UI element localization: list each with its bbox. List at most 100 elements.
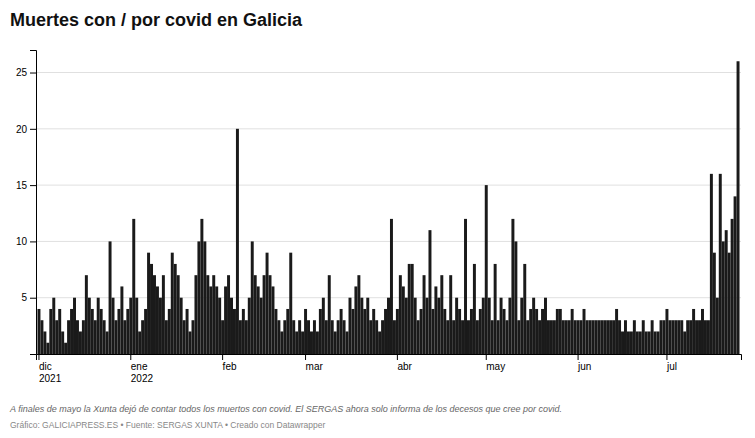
y-tick: 20 bbox=[16, 124, 36, 135]
bar bbox=[603, 320, 606, 354]
bar bbox=[482, 298, 485, 354]
bar bbox=[375, 320, 378, 354]
y-tick-label: 25 bbox=[16, 67, 28, 78]
bar bbox=[123, 320, 126, 354]
bar bbox=[461, 320, 464, 354]
bar bbox=[239, 320, 242, 354]
x-tick-label: dic2021 bbox=[39, 361, 62, 384]
bar bbox=[218, 298, 221, 354]
chart: Muertes con / por covid en Galicia510152… bbox=[0, 0, 755, 438]
x-tick-mark bbox=[38, 354, 39, 360]
bar bbox=[70, 309, 73, 354]
bar bbox=[627, 331, 630, 354]
bar bbox=[316, 331, 319, 354]
x-tick-label-line: 2021 bbox=[39, 373, 62, 384]
bar bbox=[257, 286, 260, 354]
bar bbox=[162, 275, 165, 354]
bar bbox=[215, 286, 218, 354]
bar bbox=[544, 298, 547, 354]
bar bbox=[378, 331, 381, 354]
bar bbox=[183, 320, 186, 354]
bar bbox=[366, 298, 369, 354]
x-tick-label: ene2022 bbox=[131, 361, 154, 384]
bar bbox=[458, 309, 461, 354]
bar bbox=[443, 309, 446, 354]
bar bbox=[304, 309, 307, 354]
y-tick: 10 bbox=[16, 236, 36, 247]
bar bbox=[91, 309, 94, 354]
grid-line bbox=[36, 128, 741, 129]
bar bbox=[58, 309, 61, 354]
bar bbox=[511, 219, 514, 354]
bar bbox=[517, 320, 520, 354]
bar bbox=[177, 275, 180, 354]
bar bbox=[194, 275, 197, 354]
bar bbox=[322, 298, 325, 354]
plot: 510152025dic2021ene2022febmarabrmayjunju… bbox=[16, 51, 742, 384]
y-tick: 5 bbox=[21, 292, 36, 303]
bar bbox=[43, 331, 46, 354]
bar bbox=[550, 320, 553, 354]
bar bbox=[695, 320, 698, 354]
bar bbox=[141, 320, 144, 354]
bar bbox=[476, 320, 479, 354]
bar bbox=[437, 298, 440, 354]
bar bbox=[79, 331, 82, 354]
bar bbox=[485, 185, 488, 354]
bar bbox=[491, 320, 494, 354]
bar bbox=[508, 298, 511, 354]
bar bbox=[197, 241, 200, 354]
bar bbox=[529, 309, 532, 354]
bar bbox=[562, 320, 565, 354]
bar bbox=[547, 320, 550, 354]
y-tick: 25 bbox=[16, 67, 36, 78]
bar bbox=[725, 230, 728, 354]
x-tick-mark bbox=[578, 354, 579, 360]
bar bbox=[135, 298, 138, 354]
bar bbox=[455, 298, 458, 354]
bar bbox=[574, 320, 577, 354]
bar bbox=[112, 298, 115, 354]
bar bbox=[553, 320, 556, 354]
bar bbox=[417, 320, 420, 354]
bar bbox=[660, 320, 663, 354]
bar bbox=[248, 298, 251, 354]
bar bbox=[76, 320, 79, 354]
x-tick-mark bbox=[486, 354, 487, 360]
bar bbox=[331, 320, 334, 354]
bar bbox=[597, 320, 600, 354]
bar bbox=[100, 309, 103, 354]
bar bbox=[440, 275, 443, 354]
bar bbox=[464, 219, 467, 354]
bar bbox=[556, 309, 559, 354]
bar bbox=[132, 219, 135, 354]
bar bbox=[728, 253, 731, 354]
x-tick: abr bbox=[397, 354, 412, 372]
x-tick-label-line: may bbox=[486, 361, 505, 372]
bar bbox=[180, 298, 183, 354]
bar bbox=[514, 241, 517, 354]
bar bbox=[639, 331, 642, 354]
y-tick-mark bbox=[30, 241, 36, 242]
bar bbox=[168, 309, 171, 354]
x-tick: jul bbox=[666, 354, 677, 372]
bar bbox=[109, 241, 112, 354]
bar bbox=[55, 320, 58, 354]
bar bbox=[354, 286, 357, 354]
x-tick-mark bbox=[666, 354, 667, 360]
bar bbox=[420, 309, 423, 354]
bar bbox=[150, 264, 153, 354]
y-tick-label: 5 bbox=[21, 292, 27, 303]
bar bbox=[431, 309, 434, 354]
bar bbox=[713, 253, 716, 354]
bar bbox=[301, 331, 304, 354]
grid bbox=[36, 73, 741, 298]
bar bbox=[192, 320, 195, 354]
bar bbox=[654, 331, 657, 354]
bars bbox=[37, 61, 739, 354]
bar bbox=[636, 331, 639, 354]
bar bbox=[606, 320, 609, 354]
bar bbox=[414, 298, 417, 354]
bar bbox=[523, 264, 526, 354]
bar bbox=[538, 320, 541, 354]
